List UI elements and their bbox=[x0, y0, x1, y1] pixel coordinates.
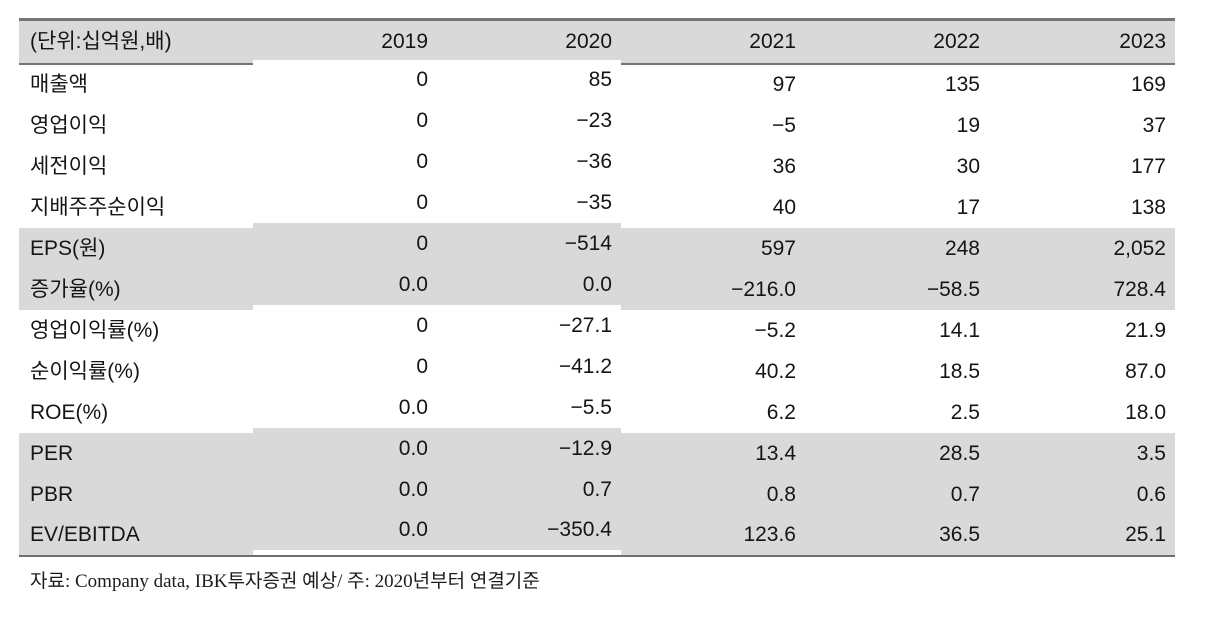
value-cell: 177 bbox=[989, 145, 1175, 187]
value-cell: 0.0 bbox=[253, 509, 437, 551]
value-cell: 2,052 bbox=[989, 227, 1175, 269]
value-cell: −514 bbox=[437, 222, 621, 264]
value-cell: 21.9 bbox=[989, 309, 1175, 351]
table-row: 매출액 0 85 97 135 169 bbox=[19, 58, 1175, 105]
row-label: 증가율(%) bbox=[19, 268, 253, 310]
value-cell: 85 bbox=[437, 58, 621, 100]
row-label: 매출액 bbox=[19, 63, 253, 105]
value-cell: 36.5 bbox=[805, 514, 989, 556]
table-row: PER 0.0 −12.9 13.4 28.5 3.5 bbox=[19, 427, 1175, 474]
year-header: 2020 bbox=[437, 19, 621, 65]
row-label: 세전이익 bbox=[19, 145, 253, 187]
row-label: 영업이익 bbox=[19, 104, 253, 146]
value-cell: 87.0 bbox=[989, 350, 1175, 392]
value-cell: 0.8 bbox=[621, 473, 805, 515]
value-cell: 248 bbox=[805, 227, 989, 269]
financial-table: (단위:십억원,배) 2019 2020 2021 2022 2023 매출액 … bbox=[19, 18, 1175, 557]
value-cell: 17 bbox=[805, 186, 989, 228]
value-cell: 2.5 bbox=[805, 391, 989, 433]
table-row: 세전이익 0 −36 36 30 177 bbox=[19, 140, 1175, 187]
value-cell: 0.0 bbox=[253, 263, 437, 305]
row-label: PBR bbox=[19, 473, 253, 515]
value-cell: 0 bbox=[253, 99, 437, 141]
table-row: 영업이익률(%) 0 −27.1 −5.2 14.1 21.9 bbox=[19, 304, 1175, 351]
table-row: EPS(원) 0 −514 597 248 2,052 bbox=[19, 222, 1175, 269]
value-cell: −58.5 bbox=[805, 268, 989, 310]
value-cell: 0 bbox=[253, 140, 437, 182]
value-cell: 0.6 bbox=[989, 473, 1175, 515]
table-header-row: (단위:십억원,배) 2019 2020 2021 2022 2023 bbox=[19, 19, 1175, 65]
value-cell: 0 bbox=[253, 181, 437, 223]
value-cell: 728.4 bbox=[989, 268, 1175, 310]
value-cell: 0.0 bbox=[253, 427, 437, 469]
value-cell: 36 bbox=[621, 145, 805, 187]
year-header: 2023 bbox=[989, 19, 1175, 65]
row-label: 순이익률(%) bbox=[19, 350, 253, 392]
value-cell: 37 bbox=[989, 104, 1175, 146]
value-cell: 6.2 bbox=[621, 391, 805, 433]
value-cell: −12.9 bbox=[437, 427, 621, 469]
value-cell: 0.0 bbox=[253, 386, 437, 428]
value-cell: 138 bbox=[989, 186, 1175, 228]
value-cell: 13.4 bbox=[621, 432, 805, 474]
value-cell: 18.5 bbox=[805, 350, 989, 392]
row-label: EPS(원) bbox=[19, 227, 253, 269]
value-cell: 30 bbox=[805, 145, 989, 187]
value-cell: 25.1 bbox=[989, 514, 1175, 556]
value-cell: 169 bbox=[989, 63, 1175, 105]
value-cell: 40.2 bbox=[621, 350, 805, 392]
value-cell: 0 bbox=[253, 222, 437, 264]
table-row: ROE(%) 0.0 −5.5 6.2 2.5 18.0 bbox=[19, 386, 1175, 433]
row-label: 영업이익률(%) bbox=[19, 309, 253, 351]
unit-header: (단위:십억원,배) bbox=[19, 19, 253, 65]
value-cell: −23 bbox=[437, 99, 621, 141]
value-cell: 3.5 bbox=[989, 432, 1175, 474]
value-cell: 0.7 bbox=[805, 473, 989, 515]
row-label: PER bbox=[19, 432, 253, 474]
table-row: 증가율(%) 0.0 0.0 −216.0 −58.5 728.4 bbox=[19, 263, 1175, 310]
value-cell: −5.5 bbox=[437, 386, 621, 428]
value-cell: 123.6 bbox=[621, 514, 805, 556]
value-cell: 97 bbox=[621, 63, 805, 105]
table-row: PBR 0.0 0.7 0.8 0.7 0.6 bbox=[19, 468, 1175, 515]
row-label: ROE(%) bbox=[19, 391, 253, 433]
table-row: EV/EBITDA 0.0 −350.4 123.6 36.5 25.1 bbox=[19, 509, 1175, 556]
value-cell: −5.2 bbox=[621, 309, 805, 351]
row-label: 지배주주순이익 bbox=[19, 186, 253, 228]
value-cell: −5 bbox=[621, 104, 805, 146]
table-row: 순이익률(%) 0 −41.2 40.2 18.5 87.0 bbox=[19, 345, 1175, 392]
value-cell: −36 bbox=[437, 140, 621, 182]
value-cell: −41.2 bbox=[437, 345, 621, 387]
year-header: 2019 bbox=[253, 19, 437, 65]
value-cell: 14.1 bbox=[805, 309, 989, 351]
value-cell: 0 bbox=[253, 58, 437, 100]
value-cell: 0 bbox=[253, 345, 437, 387]
value-cell: 18.0 bbox=[989, 391, 1175, 433]
source-footnote: 자료: Company data, IBK투자증권 예상/ 주: 2020년부터… bbox=[30, 571, 540, 592]
value-cell: 0.7 bbox=[437, 468, 621, 510]
year-header: 2022 bbox=[805, 19, 989, 65]
value-cell: 0.0 bbox=[253, 468, 437, 510]
table-row: 영업이익 0 −23 −5 19 37 bbox=[19, 99, 1175, 146]
value-cell: 0 bbox=[253, 304, 437, 346]
value-cell: −35 bbox=[437, 181, 621, 223]
value-cell: −27.1 bbox=[437, 304, 621, 346]
value-cell: 40 bbox=[621, 186, 805, 228]
table-row: 지배주주순이익 0 −35 40 17 138 bbox=[19, 181, 1175, 228]
value-cell: −350.4 bbox=[437, 509, 621, 551]
value-cell: 135 bbox=[805, 63, 989, 105]
value-cell: −216.0 bbox=[621, 268, 805, 310]
row-label: EV/EBITDA bbox=[19, 514, 253, 556]
value-cell: 597 bbox=[621, 227, 805, 269]
value-cell: 28.5 bbox=[805, 432, 989, 474]
value-cell: 0.0 bbox=[437, 263, 621, 305]
value-cell: 19 bbox=[805, 104, 989, 146]
year-header: 2021 bbox=[621, 19, 805, 65]
